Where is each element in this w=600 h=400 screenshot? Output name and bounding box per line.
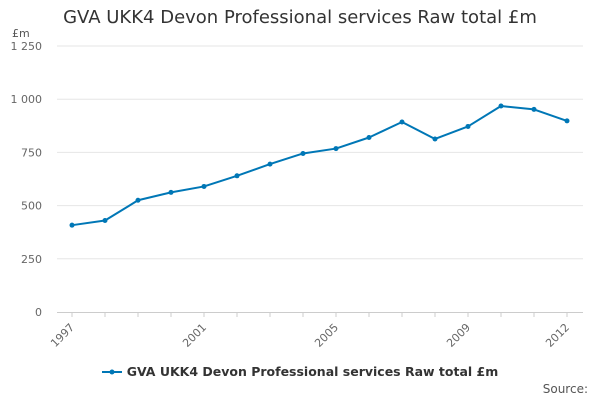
data-point bbox=[498, 103, 504, 109]
y-tick-label: 750 bbox=[21, 146, 42, 159]
y-tick-label: 500 bbox=[21, 200, 42, 213]
y-tick-label: 1 000 bbox=[11, 93, 43, 106]
gridlines bbox=[57, 45, 583, 260]
data-point bbox=[135, 197, 141, 203]
y-axis: 0 250 500 750 1 000 1 250 bbox=[11, 40, 43, 319]
data-point bbox=[564, 118, 570, 124]
data-point bbox=[333, 146, 339, 152]
data-point bbox=[399, 119, 405, 125]
x-tick-label: 1997 bbox=[48, 321, 77, 350]
series-layer bbox=[69, 103, 570, 228]
chart-title: GVA UKK4 Devon Professional services Raw… bbox=[63, 7, 537, 28]
data-point bbox=[531, 106, 537, 112]
legend-line-marker-icon bbox=[101, 369, 122, 374]
data-point bbox=[234, 173, 240, 179]
x-tick-label: 2005 bbox=[312, 321, 341, 350]
y-tick-label: 0 bbox=[35, 306, 42, 319]
data-point bbox=[168, 189, 174, 195]
data-point bbox=[201, 183, 207, 189]
x-tick-label: 2009 bbox=[444, 321, 473, 350]
data-point bbox=[102, 217, 108, 223]
data-point bbox=[465, 123, 471, 129]
series-line bbox=[71, 105, 568, 227]
data-point bbox=[300, 150, 306, 156]
legend-series-label: GVA UKK4 Devon Professional services Raw… bbox=[126, 364, 499, 379]
x-tick-label: 2001 bbox=[180, 321, 209, 350]
legend[interactable]: GVA UKK4 Devon Professional services Raw… bbox=[0, 364, 600, 379]
y-tick-label: 250 bbox=[21, 253, 42, 266]
source-label: Source: bbox=[542, 382, 588, 396]
data-point bbox=[366, 135, 372, 141]
y-axis-unit-label: £m bbox=[12, 27, 30, 40]
data-point bbox=[267, 161, 273, 167]
data-point bbox=[432, 136, 438, 142]
y-tick-label: 1 250 bbox=[11, 40, 43, 53]
x-axis: 1997 2001 2005 2009 2012 bbox=[48, 312, 583, 350]
x-tick-label: 2012 bbox=[543, 321, 572, 350]
data-point bbox=[69, 222, 75, 228]
